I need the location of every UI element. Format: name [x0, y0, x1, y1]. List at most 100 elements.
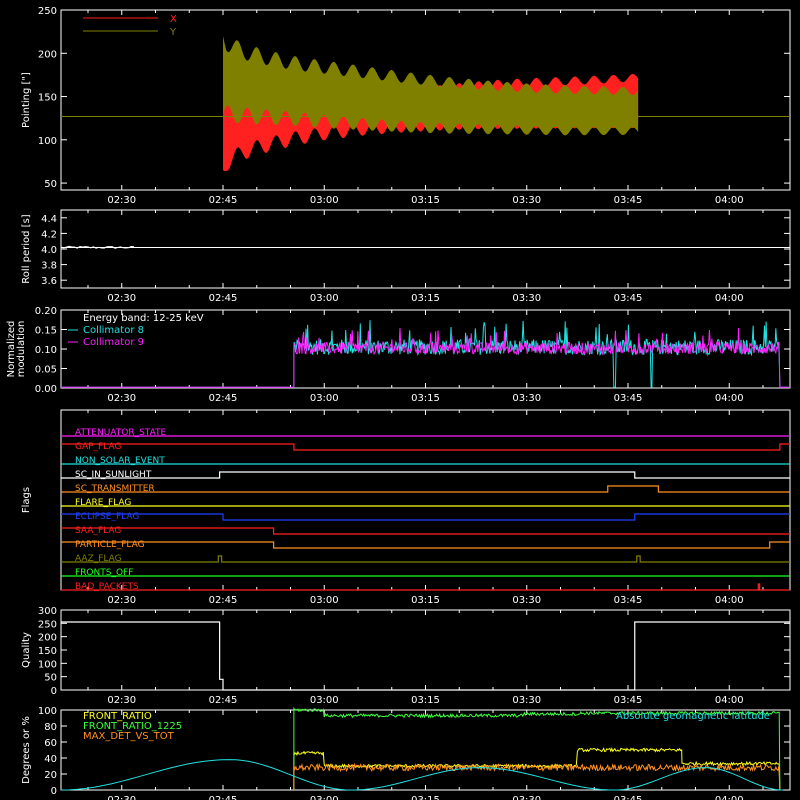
y-tick-label: 3.6	[41, 276, 57, 287]
flag-label: NON_SOLAR_EVENT	[75, 456, 165, 466]
x-tick-label: 03:00	[310, 695, 339, 706]
x-tick-label: 02:30	[107, 595, 136, 606]
legend-label: Collimator 9	[83, 337, 144, 348]
x-tick-label: 02:45	[209, 293, 238, 304]
x-tick-label: 03:30	[512, 393, 541, 404]
flag-line-eclipse_flag	[61, 513, 790, 521]
x-tick-label: 04:00	[715, 695, 744, 706]
legend-label: MAX_DET_VS_TOT	[83, 731, 175, 742]
y-axis-label: modulation	[16, 321, 27, 378]
modulation-panel: 02:30 02:45 03:00 03:15 03:30 03:45 04:00 0.00 0…	[6, 306, 791, 404]
y-tick-label: 3.8	[41, 261, 57, 272]
roll-panel: 02:30 02:45 03:00 03:15 03:30 03:45 04:00 3.6 3.…	[21, 209, 791, 304]
geo-series-max_det_vs_tot	[293, 762, 781, 791]
flag-line-saa_flag	[61, 527, 790, 535]
flag-line-sc_transmitter	[61, 485, 790, 493]
roll-panel-frame	[60, 209, 791, 289]
x-tick-label: 02:30	[107, 293, 136, 304]
y-tick-label: 200	[38, 633, 57, 644]
x-tick-label: 04:00	[715, 393, 744, 404]
modulation-series-8	[61, 320, 790, 388]
y-tick-label: 100	[38, 706, 57, 717]
y-tick-label: 0.00	[35, 384, 57, 395]
x-tick-label: 02:45	[209, 195, 238, 206]
legend-label: Y	[169, 27, 177, 38]
x-tick-label: 03:15	[411, 595, 440, 606]
y-tick-label: 50	[44, 673, 57, 684]
y-tick-label: 0	[51, 686, 57, 697]
x-tick-label: 03:45	[614, 293, 643, 304]
y-tick-label: 0.15	[35, 326, 57, 337]
x-tick-label: 02:45	[209, 795, 238, 800]
y-tick-label: 0.05	[35, 365, 57, 376]
flag-label: AAZ_FLAG	[75, 554, 122, 564]
y-tick-label: 0.10	[35, 345, 57, 356]
y-axis-label: Degrees or %	[21, 716, 32, 784]
x-tick-label: 02:45	[209, 595, 238, 606]
x-tick-label: 03:45	[614, 195, 643, 206]
flag-label: ECLIPSE_FLAG	[75, 512, 139, 522]
x-tick-label: 03:15	[411, 695, 440, 706]
y-axis-label: Flags	[21, 487, 32, 513]
y-axis-label: Normalized	[6, 321, 17, 378]
geo-series-latitude	[60, 759, 784, 791]
y-tick-label: 40	[44, 754, 57, 765]
x-tick-label: 03:00	[310, 293, 339, 304]
x-tick-label: 03:45	[614, 595, 643, 606]
y-tick-label: 150	[38, 646, 57, 657]
x-tick-label: 03:45	[614, 393, 643, 404]
y-tick-label: 0	[51, 786, 57, 797]
flag-label: ATTENUATOR_STATE	[75, 428, 167, 438]
x-tick-label: 04:00	[715, 795, 744, 800]
flag-line-particle_flag	[61, 541, 790, 549]
flag-line-bad_packets	[61, 583, 790, 591]
y-tick-label: 80	[44, 722, 57, 733]
y-axis-label: Quality	[21, 632, 32, 668]
y-tick-label: 4.0	[41, 245, 57, 256]
modulation-series-9	[61, 327, 790, 388]
quality-line	[61, 621, 790, 691]
y-axis-label: Pointing ["]	[21, 72, 32, 128]
x-tick-label: 02:30	[107, 795, 136, 800]
legend-label: FRONT_RATIO	[83, 711, 152, 722]
flag-label: PARTICLE_FLAG	[75, 540, 145, 550]
x-tick-label: 04:00	[715, 195, 744, 206]
x-tick-label: 03:30	[512, 293, 541, 304]
x-tick-label: 02:30	[107, 195, 136, 206]
x-tick-label: 03:15	[411, 795, 440, 800]
legend-label: Collimator 8	[83, 325, 144, 336]
flags-panel: 02:30 02:45 03:00 03:15 03:30 03:45 04:00 Flags…	[21, 409, 791, 606]
y-tick-label: 50	[44, 179, 57, 190]
x-tick-label: 03:45	[614, 795, 643, 800]
x-tick-label: 02:45	[209, 695, 238, 706]
x-tick-label: 03:00	[310, 595, 339, 606]
roll-period-jitter	[60, 245, 134, 249]
flag-label: FLARE_FLAG	[75, 498, 131, 508]
flags-panel-frame	[60, 409, 791, 591]
legend-label: X	[170, 14, 177, 25]
geo-series-front_ratio	[293, 747, 781, 791]
flag-label: BAD_PACKETS	[75, 582, 139, 592]
flag-label: FRONTS_OFF	[75, 568, 133, 578]
flag-label: GAP_FLAG	[75, 442, 121, 452]
x-tick-label: 03:15	[411, 393, 440, 404]
y-tick-label: 300	[38, 606, 57, 617]
x-tick-label: 03:15	[411, 293, 440, 304]
y-tick-label: 4.4	[41, 214, 57, 225]
legend-label: FRONT_RATIO_1225	[83, 721, 182, 732]
y-tick-label: 0.20	[35, 306, 57, 317]
flag-label: SC_TRANSMITTER	[75, 484, 155, 494]
x-tick-label: 03:00	[310, 795, 339, 800]
x-tick-label: 03:30	[512, 695, 541, 706]
y-tick-label: 200	[38, 49, 57, 60]
y-tick-label: 150	[38, 93, 57, 104]
x-tick-label: 02:30	[107, 695, 136, 706]
x-tick-label: 02:45	[209, 393, 238, 404]
x-tick-label: 03:00	[310, 393, 339, 404]
flag-line-gap_flag	[61, 443, 790, 451]
y-tick-label: 250	[38, 6, 57, 17]
x-tick-label: 03:00	[310, 195, 339, 206]
quality-panel: 02:30 02:45 03:00 03:15 03:30 03:45 04:00 0 50 10…	[21, 606, 791, 706]
y-axis-label: Roll period [s]	[21, 214, 32, 283]
